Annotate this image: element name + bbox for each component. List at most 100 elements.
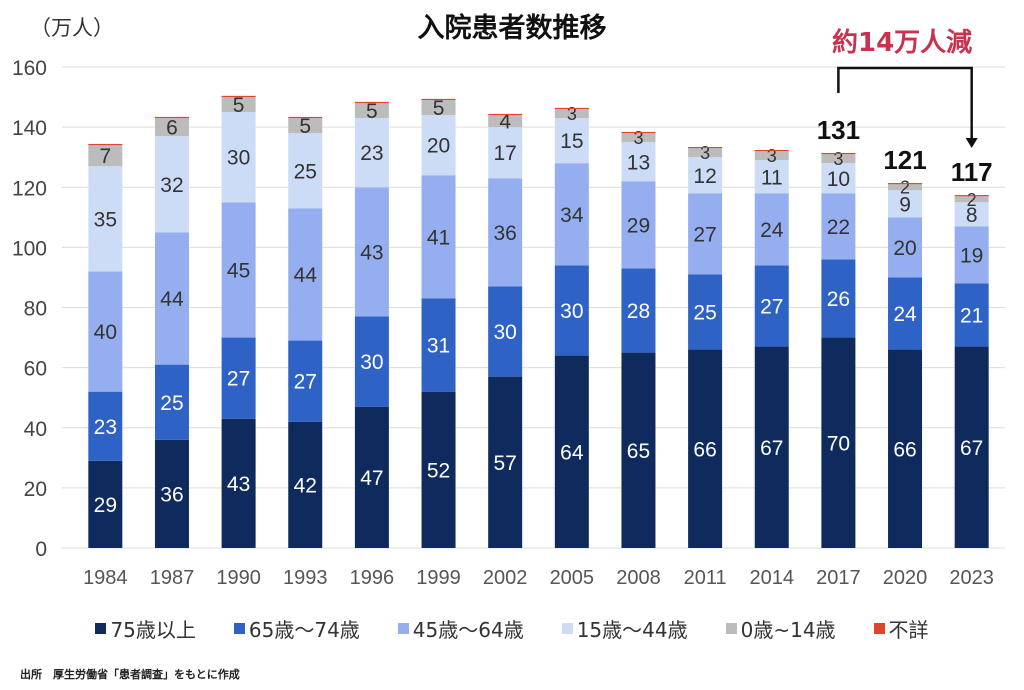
bar-segment-1990-0 <box>221 418 256 548</box>
bar-segment-2023-4 <box>954 196 989 203</box>
bar-segment-2002-5 <box>488 113 523 116</box>
data-label: 41 <box>427 226 450 249</box>
data-label: 24 <box>893 303 917 326</box>
data-label: 57 <box>493 452 516 475</box>
bar-segment-1987-1 <box>154 364 189 440</box>
data-label: 29 <box>94 494 117 517</box>
bar-segment-2023-3 <box>954 202 989 227</box>
legend-item: 15歳〜44歳 <box>561 614 688 643</box>
data-label: 3 <box>833 149 843 169</box>
data-label: 45 <box>227 259 250 282</box>
legend-label: 0歳~14歳 <box>740 618 836 642</box>
legend-swatch <box>397 623 409 634</box>
total-label: 117 <box>951 157 993 187</box>
x-tick-label: 2008 <box>616 567 661 589</box>
legend: 75歳以上 65歳〜74歳 45歳〜64歳 15歳〜44歳 0歳~14歳 不詳 <box>0 614 1024 643</box>
legend-label: 15歳〜44歳 <box>576 618 688 642</box>
data-label: 20 <box>427 135 450 158</box>
x-tick-label: 2014 <box>750 567 795 589</box>
y-tick-label: 100 <box>12 237 47 260</box>
bar-segment-2011-1 <box>688 274 723 350</box>
bar-segment-2020-2 <box>888 217 923 278</box>
data-label: 19 <box>960 244 983 267</box>
data-label: 43 <box>227 473 250 496</box>
data-label: 30 <box>227 147 250 170</box>
bar-segment-1987-0 <box>154 439 189 548</box>
data-label: 42 <box>294 474 317 497</box>
bar-segment-2005-1 <box>554 265 589 356</box>
data-label: 67 <box>960 437 983 460</box>
bar-segment-1996-2 <box>354 187 389 317</box>
bar-segment-2020-5 <box>888 183 923 185</box>
bar-segment-2011-3 <box>688 157 723 194</box>
bar-segment-2020-0 <box>888 349 923 548</box>
bar-segment-2017-1 <box>821 259 856 338</box>
bar-segment-1984-1 <box>88 391 123 461</box>
y-tick-label: 20 <box>24 478 47 501</box>
x-tick-label: 1996 <box>350 567 395 589</box>
data-label: 66 <box>893 438 916 461</box>
bar-segment-2023-5 <box>954 195 989 197</box>
bar-segment-2008-3 <box>621 142 656 182</box>
data-label: 29 <box>627 214 650 237</box>
data-label: 2 <box>967 190 977 210</box>
x-tick-label: 2020 <box>883 567 928 589</box>
bar-segment-1990-2 <box>221 202 256 338</box>
bar-segment-2008-5 <box>621 131 656 134</box>
y-tick-label: 60 <box>24 358 47 381</box>
bar-segment-1984-0 <box>88 460 123 548</box>
bar-segment-1990-1 <box>221 337 256 419</box>
bar-segment-2014-4 <box>754 151 789 161</box>
data-label: 5 <box>233 94 245 117</box>
data-label: 34 <box>560 204 584 227</box>
bar-segment-1984-3 <box>88 166 123 272</box>
data-label: 47 <box>360 467 383 490</box>
chart-title: 入院患者数推移 <box>417 13 607 44</box>
x-tick-label: 1987 <box>150 567 195 589</box>
bar-segment-1993-4 <box>288 118 323 134</box>
bar-segment-2005-2 <box>554 163 589 266</box>
source-note: 出所 厚生労働省「患者調査」をもとに作成 <box>20 668 240 681</box>
bar-segment-1999-3 <box>421 115 456 176</box>
bar-segment-2023-2 <box>954 226 989 284</box>
bar-segment-2020-1 <box>888 277 923 350</box>
y-tick-label: 160 <box>12 57 47 80</box>
x-tick-label: 2023 <box>949 567 994 589</box>
data-label: 28 <box>627 300 650 323</box>
data-label: 27 <box>227 368 250 391</box>
data-label: 5 <box>299 115 311 138</box>
bracket-line <box>837 66 973 140</box>
bar-segment-2023-0 <box>954 346 989 548</box>
data-label: 65 <box>627 440 650 463</box>
x-tick-label: 1999 <box>416 567 461 589</box>
bar-segment-2011-5 <box>688 146 723 149</box>
bar-segment-1984-4 <box>88 145 123 167</box>
y-tick-label: 0 <box>35 538 47 561</box>
legend-label: 45歳〜64歳 <box>412 618 524 642</box>
legend-label: 65歳〜74歳 <box>248 618 360 642</box>
bar-segment-1993-1 <box>288 340 323 422</box>
y-tick-label: 120 <box>12 177 47 200</box>
data-label: 66 <box>693 438 716 461</box>
bar-segment-1996-1 <box>354 316 389 407</box>
bar-segment-1996-3 <box>354 118 389 188</box>
data-label: 70 <box>827 432 850 455</box>
bar-segment-2002-1 <box>488 286 523 377</box>
legend-label: 75歳以上 <box>110 618 196 642</box>
bar-segment-1993-3 <box>288 133 323 209</box>
bar-segment-2017-2 <box>821 193 856 260</box>
data-label: 10 <box>827 168 850 191</box>
data-label: 64 <box>560 441 584 464</box>
bar-segment-2008-0 <box>621 352 656 548</box>
bar-segment-2005-4 <box>554 109 589 119</box>
bar-segment-2008-1 <box>621 268 656 353</box>
legend-label: 不詳 <box>888 618 929 642</box>
bar-segment-2020-4 <box>888 184 923 191</box>
x-tick-label: 2005 <box>550 567 595 589</box>
bar-segment-2002-2 <box>488 178 523 287</box>
bar-segment-2002-0 <box>488 376 523 548</box>
y-tick-label: 40 <box>24 418 47 441</box>
data-label: 25 <box>160 392 183 415</box>
data-label: 22 <box>827 216 850 239</box>
